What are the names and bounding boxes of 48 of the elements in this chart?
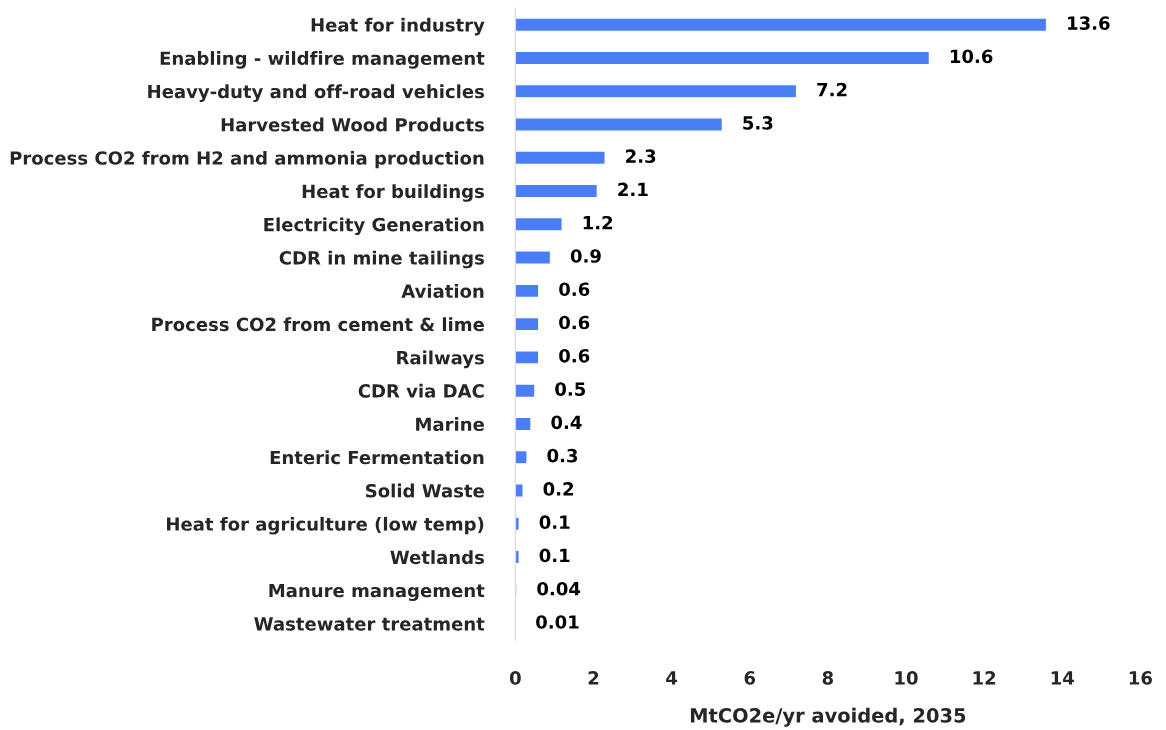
y-tick-label: Wetlands (390, 550, 484, 565)
data-label: 1.2 (583, 215, 613, 230)
y-tick-label: Aviation (401, 283, 484, 298)
y-tick-label: Heavy-duty and off-road vehicles (148, 84, 484, 102)
y-tick-label: Harvested Wood Products (221, 117, 484, 132)
y-tick-label: Heat for industry (311, 17, 485, 36)
x-tick-label: 0 (509, 671, 521, 685)
y-tick-label: Railways (397, 350, 484, 369)
x-tick-label: 6 (744, 671, 756, 685)
y-tick-label: Heat for agriculture (low temp) (167, 516, 484, 535)
y-tick-label: Process CO2 from cement & lime (152, 317, 484, 332)
x-tick-label: 10 (895, 671, 918, 685)
data-label: 7.2 (817, 82, 847, 97)
data-label: 0.1 (539, 515, 570, 529)
x-tick-label: 14 (1051, 671, 1074, 685)
y-tick-label: Heat for buildings (302, 184, 484, 202)
data-label: 0.3 (547, 448, 578, 463)
data-label: 0.4 (551, 415, 582, 430)
y-tick-label: Marine (416, 417, 484, 432)
x-tick-label: 8 (822, 671, 834, 685)
y-tick-label: Process CO2 from H2 and ammonia production (10, 150, 484, 169)
data-label: 0.9 (570, 249, 601, 263)
data-label: 10.6 (950, 49, 993, 64)
y-tick-label: CDR in mine tailings (279, 250, 484, 269)
data-label: 2.1 (618, 182, 648, 197)
data-label: 0.1 (539, 548, 570, 563)
x-tick-label: 16 (1129, 671, 1152, 685)
data-label: 13.6 (1068, 16, 1110, 30)
y-tick-label: Wastewater treatment (254, 617, 485, 631)
data-label: 0.2 (543, 482, 574, 496)
y-tick-label: Solid Waste (366, 483, 484, 498)
y-tick-label: CDR via DAC (358, 383, 484, 398)
data-label: 0.5 (555, 382, 586, 396)
data-label: 0.04 (537, 581, 581, 596)
data-label: 0.6 (559, 348, 590, 363)
y-tick-label: Enabling - wildfire management (160, 51, 485, 69)
x-tick-label: 12 (973, 671, 996, 685)
x-axis-title: MtCO2e/yr avoided, 2035 (690, 707, 966, 727)
y-tick-label: Electricity Generation (264, 217, 484, 236)
x-tick-label: 2 (588, 671, 599, 685)
data-label: 2.3 (626, 149, 656, 163)
data-label: 0.01 (536, 615, 579, 629)
data-label: 0.6 (559, 315, 590, 330)
data-label: 0.6 (559, 282, 590, 297)
x-tick-label: 4 (666, 671, 678, 685)
data-label: 5.3 (743, 116, 773, 130)
y-tick-label: Enteric Fermentation (270, 450, 484, 465)
y-tick-label: Manure management (269, 583, 485, 601)
